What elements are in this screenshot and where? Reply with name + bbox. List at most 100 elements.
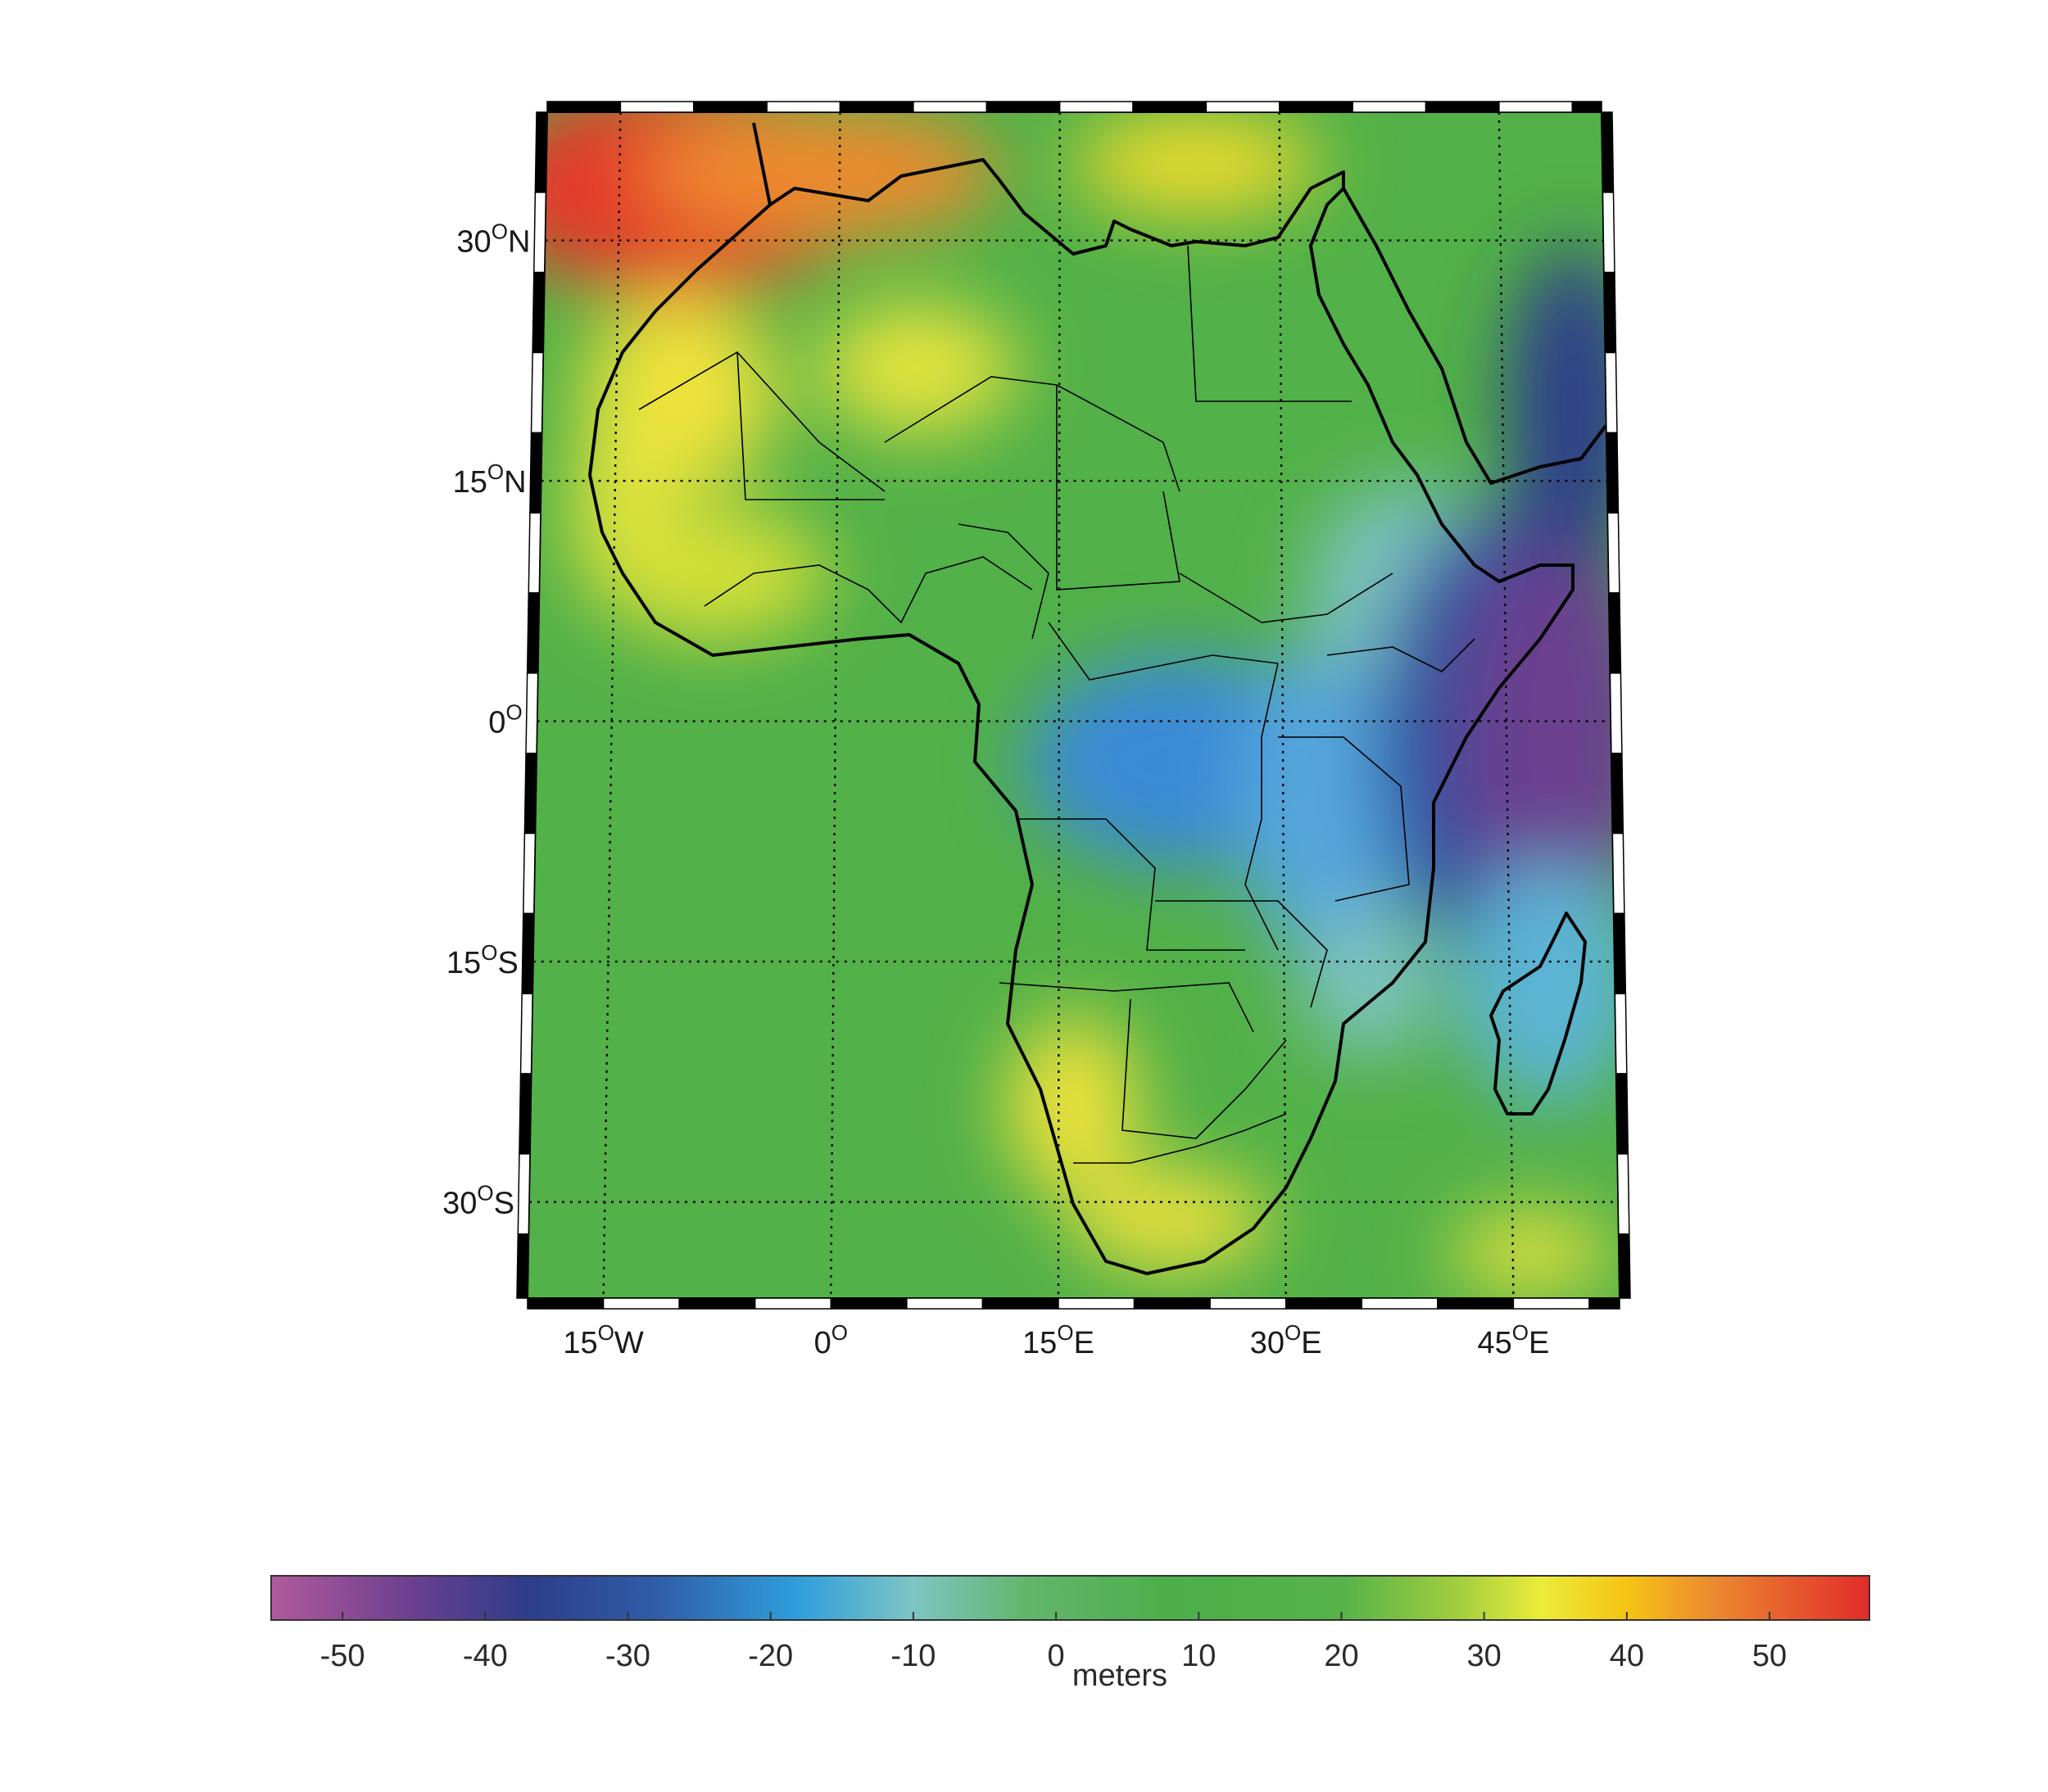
frame-segment-left [517,1153,531,1235]
frame-segment-left [523,752,537,835]
frame-segment-top [839,101,914,113]
longitude-label: 15OE [1022,1320,1094,1360]
frame-segment-top [1352,101,1427,113]
frame-segment-left [532,271,546,354]
frame-segment-left [525,672,539,754]
meridian-line [1278,111,1287,1299]
geoid-high-southeast [1450,1212,1614,1294]
border-zambia [1155,900,1328,1008]
frame-segment-right [1613,912,1627,994]
meridian-line [1497,111,1515,1299]
geoid-high-mediterranean-yellow [1073,115,1319,213]
frame-segment-right [1606,432,1620,514]
colorbar-tick-label: 0 [1048,1639,1065,1673]
colorbar-tick-label: 20 [1324,1639,1358,1673]
frame-segment-top [913,101,987,113]
longitude-label: 15OW [563,1320,644,1360]
border-botswana [1121,998,1287,1139]
border-central-africa [1048,622,1279,681]
frame-segment-left [523,832,537,915]
frame-segment-right [1611,752,1624,835]
frame-segment-left [516,1233,530,1299]
longitude-label: 45OE [1477,1320,1549,1360]
frame-segment-right [1603,271,1617,354]
frame-segment-left [532,192,547,274]
frame-segment-left [526,592,541,674]
frame-segment-top [1571,101,1602,113]
frame-segment-bottom [1285,1297,1363,1310]
frame-segment-top [1058,101,1134,113]
frame-segment-bottom [1512,1297,1590,1310]
frame-segment-left [529,432,543,514]
border-mali-algeria [736,351,885,500]
meridian-line [602,111,622,1299]
latitude-label: 30ON [456,219,530,260]
frame-segment-right [1618,1233,1631,1299]
border-namibia [999,982,1254,1033]
border-nigeria [958,523,1049,640]
frame-segment-right [1602,192,1615,274]
meridian-line [1057,111,1061,1299]
border-sahara-west [638,351,886,492]
frame-segment-right [1609,672,1623,754]
colorbar-tick-label: 10 [1181,1639,1216,1673]
geoid-high-south-africa [1073,1171,1270,1269]
frame-segment-bottom [1058,1297,1135,1310]
frame-segment-left [530,351,544,434]
frame-segment-right [1601,111,1615,193]
border-angola [1016,818,1245,951]
arabia-coastline [1342,188,1607,485]
longitude-labels: 15OW 0O 15OE 30OE 45OE [563,1320,1549,1360]
latitude-label: 15ON [453,459,527,500]
colorbar-tick-label: 30 [1467,1639,1502,1673]
coastlines [588,122,1607,1275]
geoid-high-northwest-orange [639,112,999,238]
meridian-line [830,111,841,1299]
border-sudan [1179,572,1393,623]
frame-segment-bottom [1133,1297,1211,1310]
frame-segment-right [1616,1153,1630,1235]
frame-segment-bottom [1588,1297,1620,1310]
madagascar-coastline [1489,912,1587,1115]
graticule [528,111,1619,1299]
latitude-label: 30OS [442,1181,514,1221]
geoid-high-sahara [819,303,1016,434]
frame-segment-bottom [981,1297,1059,1310]
frame-segment-bottom [602,1297,680,1310]
colorbar-tick-label: -50 [320,1639,365,1673]
frame-segment-bottom [906,1297,984,1310]
frame-segment-top [693,101,768,113]
geoid-high-west-africa [598,508,827,639]
colorbar-tick-label: -30 [605,1639,650,1673]
longitude-label: 30OE [1250,1320,1322,1360]
colorbar-tick-label: -10 [890,1639,936,1673]
frame-segment-right [1611,832,1625,915]
colorbar-tick-label: 40 [1610,1639,1644,1673]
frame-segment-top [1425,101,1500,113]
geoid-height-field [528,112,1620,1294]
map-panel: 30ON 15ON 0O 15OS 30OS 15OW 0O 15OE 30OE 45OE [442,101,1631,1360]
geoid-low-mozambique [1303,909,1434,1057]
frame-segment-bottom [527,1297,605,1310]
latitude-label: 15OS [446,940,519,980]
geoid-low-rift [1237,639,1417,966]
geoid-low-indian-ocean [1458,524,1620,950]
frame-segment-top [1132,101,1208,113]
border-chad-sudan [1056,385,1180,591]
country-borders [638,245,1475,1164]
latitude-labels: 30ON 15ON 0O 15OS 30OS [442,219,530,1221]
frame-segment-bottom [1437,1297,1515,1310]
frame-segment-top [1498,101,1573,113]
frame-segment-right [1615,1073,1629,1155]
colorbar: -50 -40 -30 -20 -10 0 10 20 30 40 50 meters [270,1575,1870,1693]
africa-coastline [588,122,1575,1275]
frame-segment-right [1614,993,1628,1075]
longitude-label: 0O [814,1320,848,1360]
colorbar-tick-label: 50 [1752,1639,1787,1673]
frame-segment-top [766,101,841,113]
frame-segment-top [1205,101,1280,113]
frame-segment-left [519,993,533,1075]
frame-segment-left [528,512,541,594]
frame-segment-bottom [1209,1297,1287,1310]
